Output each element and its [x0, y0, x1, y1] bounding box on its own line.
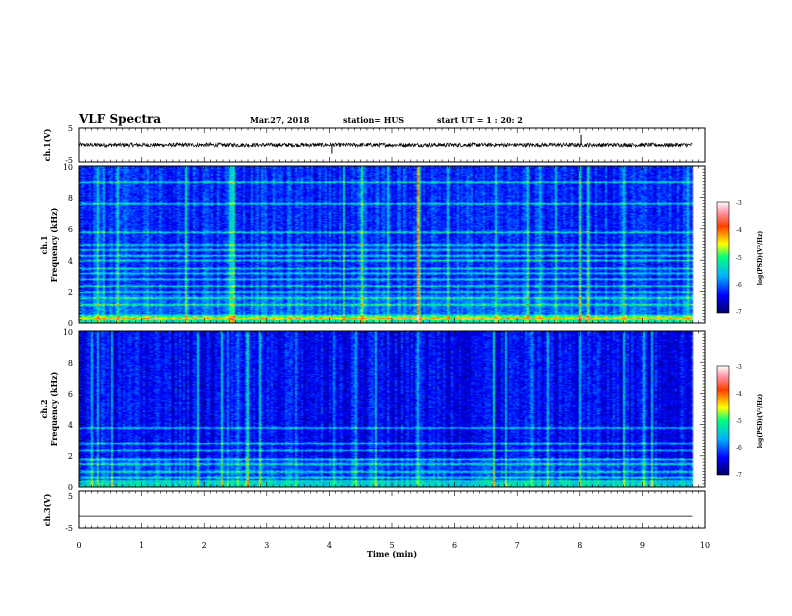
ch1-ylabel: ch.1(V) — [42, 128, 52, 161]
x-tick-label: 7 — [515, 541, 520, 550]
cb2-tick-neg5: -5 — [736, 418, 742, 425]
spec2-ylabel: Frequency (kHz) — [49, 371, 59, 446]
ch1-waveform-panel: 5 -5 ch.1(V) — [42, 124, 706, 165]
spec2-ytick-10: 10 — [63, 328, 73, 337]
cb2-label: log(PSD)(V²/Hz) — [757, 394, 764, 449]
ch1-colorbar: -3 -4 -5 -6 -7 log(PSD)(V²/Hz) — [716, 200, 764, 316]
cb2-tick-neg6: -6 — [736, 445, 742, 452]
x-axis-tick-labels: 0 1 2 3 4 5 6 7 8 9 10 — [76, 541, 710, 550]
spec2-ytick-4: 4 — [68, 421, 73, 430]
cb1-tick-neg3: -3 — [736, 200, 742, 207]
ch1-spectrogram-image — [79, 166, 705, 323]
x-tick-label: 3 — [264, 541, 269, 550]
ch3-ytick-neg5: -5 — [65, 524, 73, 533]
ch3-waveform-panel: 5 -5 ch.3(V) — [42, 490, 706, 533]
spec1-ylabel: Frequency (kHz) — [49, 207, 59, 282]
ch1-waveform-trace — [78, 134, 693, 154]
ch3-ticks — [78, 491, 706, 528]
x-tick-label: 9 — [640, 541, 645, 550]
spec2-ytick-0: 0 — [68, 483, 73, 492]
spec2-ytick-8: 8 — [68, 359, 73, 368]
ch1-ticks — [78, 128, 706, 162]
cb2-tick-neg4: -4 — [736, 391, 742, 398]
ch1-spectrogram-ticks — [78, 165, 706, 324]
x-tick-label: 10 — [700, 541, 710, 550]
spec2-ylabel-channel: ch.2 — [39, 399, 49, 418]
spec1-ylabel-channel: ch.1 — [39, 235, 49, 254]
figure-title: VLF Spectra — [78, 112, 161, 126]
spec1-ytick-4: 4 — [68, 257, 73, 266]
x-tick-label: 0 — [76, 541, 81, 550]
ch1-spectrogram-panel: 10 8 6 4 2 0 ch.1 Frequency (kHz) -3 -4 … — [39, 163, 764, 328]
cb2-tick-neg7: -7 — [736, 472, 742, 479]
x-tick-label: 4 — [327, 541, 332, 550]
cb1-tick-neg4: -4 — [736, 227, 742, 234]
cb1-label: log(PSD)(V²/Hz) — [757, 231, 764, 286]
ch2-spectrogram-ticks — [78, 330, 706, 488]
ch2-spectrogram-image — [79, 331, 705, 487]
spec1-ytick-0: 0 — [68, 319, 73, 328]
spec1-ytick-2: 2 — [68, 288, 73, 297]
header-start-ut: start UT = 1 : 20: 2 — [437, 115, 523, 125]
spec1-ytick-8: 8 — [68, 194, 73, 203]
spec2-ytick-6: 6 — [68, 390, 73, 399]
cb1-tick-neg7: -7 — [736, 309, 742, 316]
x-tick-label: 5 — [389, 541, 394, 550]
waveform-line — [78, 141, 693, 149]
ch2-spectrogram-panel: 10 8 6 4 2 0 ch.2 Frequency (kHz) -3 -4 … — [39, 328, 764, 492]
ch1-ytick-5: 5 — [68, 124, 73, 133]
ch3-ytick-5: 5 — [68, 492, 73, 501]
cb1-tick-neg6: -6 — [736, 282, 742, 289]
spec1-ytick-10: 10 — [63, 163, 73, 172]
header-date: Mar.27, 2018 — [250, 115, 310, 125]
x-axis-label: Time (min) — [367, 549, 417, 559]
spec2-ytick-2: 2 — [68, 452, 73, 461]
cb1-tick-neg5: -5 — [736, 255, 742, 262]
cb2-tick-neg3: -3 — [736, 364, 742, 371]
ch2-colorbar: -3 -4 -5 -6 -7 log(PSD)(V²/Hz) — [716, 364, 764, 479]
ch3-ylabel: ch.3(V) — [42, 493, 52, 526]
x-tick-label: 1 — [139, 541, 144, 550]
header-station: station= HUS — [343, 115, 404, 125]
x-tick-label: 2 — [202, 541, 207, 550]
ch1-ytick-neg5: -5 — [65, 156, 73, 165]
x-tick-label: 6 — [452, 541, 457, 550]
spec1-ytick-6: 6 — [68, 225, 73, 234]
x-tick-label: 8 — [577, 541, 582, 550]
